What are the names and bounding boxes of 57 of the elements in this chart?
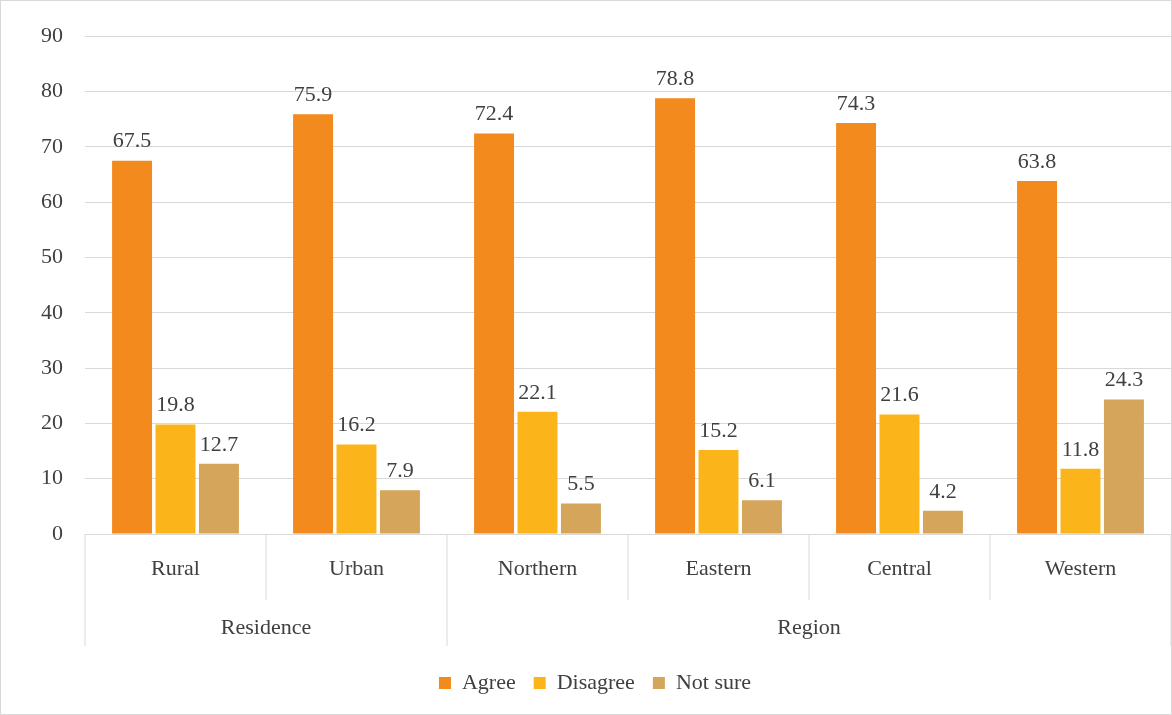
y-tick-label: 10	[41, 464, 63, 490]
x-tick-label: Western	[1044, 554, 1117, 580]
bar	[336, 444, 377, 534]
data-label: 75.9	[293, 80, 333, 106]
legend-label: Agree	[461, 668, 516, 694]
y-tick-label: 80	[41, 77, 63, 103]
bar	[293, 114, 334, 534]
bar	[836, 123, 877, 534]
text: Region	[777, 613, 841, 639]
data-label: 63.8	[1017, 147, 1057, 173]
x-tick-label: Urban	[329, 554, 384, 580]
bar	[922, 510, 963, 534]
data-label: 15.2	[699, 416, 738, 442]
bar	[1103, 399, 1144, 534]
x-tick-label: Northern	[497, 554, 578, 580]
bar	[879, 414, 920, 534]
y-tick-label: 50	[41, 243, 63, 269]
data-label: 78.8	[655, 64, 695, 90]
bar	[155, 424, 196, 534]
x-tick-label: Central	[867, 554, 932, 580]
data-label: 12.7	[199, 430, 239, 456]
data-label: 4.2	[929, 477, 957, 503]
y-tick-label: 30	[41, 353, 63, 379]
bar	[379, 490, 420, 534]
bar	[655, 98, 696, 534]
data-label: 16.2	[337, 411, 376, 437]
data-label: 67.5	[112, 127, 152, 153]
y-tick-label: 40	[41, 298, 63, 324]
x-tick-label: Rural	[151, 554, 200, 580]
data-label: 22.1	[518, 378, 557, 404]
bar	[1017, 181, 1058, 534]
y-tick-label: 0	[52, 519, 63, 545]
data-label: 19.8	[156, 391, 195, 417]
data-label: 72.4	[474, 100, 514, 126]
bar	[560, 503, 601, 534]
bar	[198, 463, 239, 534]
data-label: 24.3	[1104, 366, 1144, 392]
y-tick-label: 70	[41, 132, 63, 158]
bar	[1060, 468, 1101, 534]
y-tick-label: 60	[41, 187, 63, 213]
text: Residence	[220, 613, 312, 639]
bar	[741, 500, 782, 534]
legend-label: Disagree	[556, 668, 635, 694]
bar	[112, 160, 153, 534]
bar	[474, 133, 515, 534]
data-label: 7.9	[386, 457, 414, 483]
y-tick-label: 20	[41, 409, 63, 435]
bar	[517, 411, 558, 534]
y-tick-label: 90	[41, 21, 63, 47]
data-label: 21.6	[880, 381, 919, 407]
x-tick-label: Eastern	[685, 554, 752, 580]
data-label: 11.8	[1061, 435, 1100, 461]
data-label: 74.3	[836, 89, 876, 115]
legend-label: Not sure	[675, 668, 752, 694]
bar	[698, 449, 739, 534]
data-label: 6.1	[748, 467, 776, 493]
data-label: 5.5	[567, 470, 595, 496]
